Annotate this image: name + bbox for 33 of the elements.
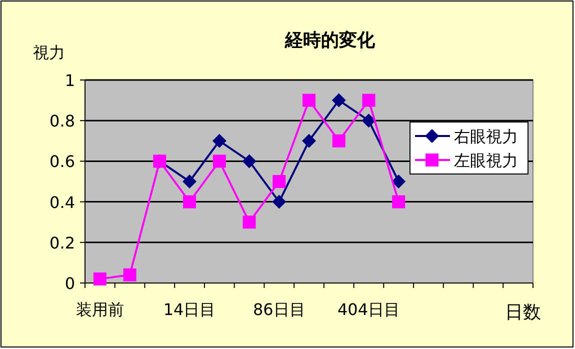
point xyxy=(242,216,256,229)
point xyxy=(392,174,406,188)
point xyxy=(302,134,316,148)
x-axis-title: 日数 xyxy=(505,302,541,323)
x-tick-label: 装用前 xyxy=(76,300,124,319)
chart-title: 経時的変化 xyxy=(284,30,376,51)
y-tick-label: 0.4 xyxy=(50,192,75,212)
point xyxy=(242,154,256,168)
point xyxy=(183,195,196,208)
point xyxy=(392,195,406,208)
x-tick-label: 14日目 xyxy=(163,300,216,319)
point xyxy=(123,268,136,282)
point xyxy=(212,134,226,148)
point xyxy=(93,272,106,286)
y-tick-label: 0 xyxy=(64,274,75,293)
point xyxy=(362,94,376,107)
y-tick-label: 0.8 xyxy=(50,112,75,131)
point xyxy=(272,175,286,188)
point xyxy=(272,194,286,209)
y-tick-label: 0.2 xyxy=(50,233,75,252)
point xyxy=(212,154,226,168)
legend-label: 右眼視力 xyxy=(454,127,518,146)
point xyxy=(182,174,197,188)
y-tick-label: 1 xyxy=(64,71,75,90)
point xyxy=(332,134,346,148)
x-tick-label: 86日目 xyxy=(252,300,306,319)
point xyxy=(362,114,376,128)
point xyxy=(332,93,346,108)
legend-label: 左眼視力 xyxy=(454,151,518,170)
y-tick-label: 0.6 xyxy=(50,152,75,172)
point xyxy=(302,94,316,107)
x-tick-label: 404日目 xyxy=(337,300,400,319)
y-axis-title: 視力 xyxy=(33,43,65,62)
